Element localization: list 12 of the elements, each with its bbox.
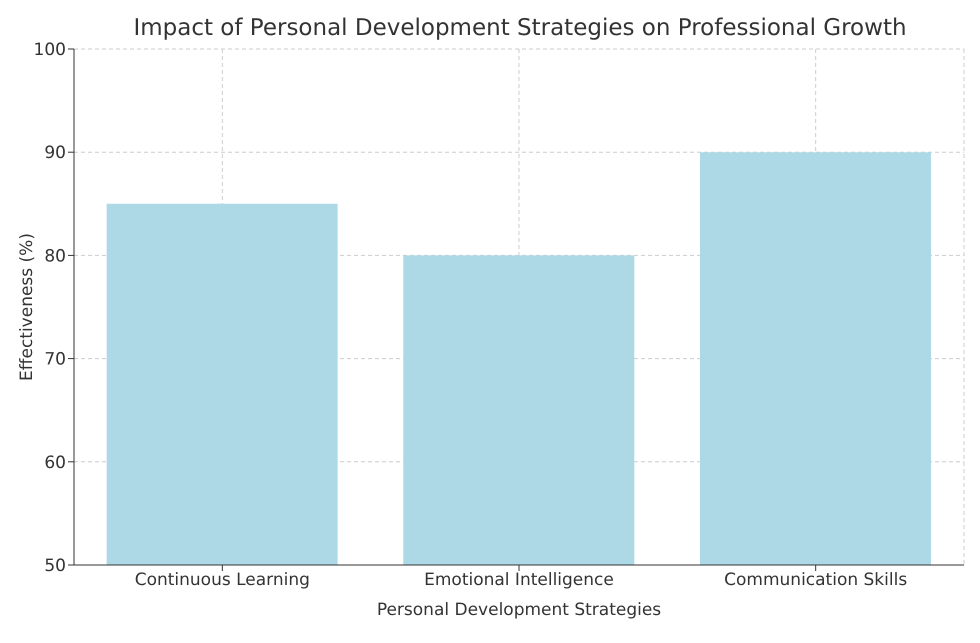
x-axis-title: Personal Development Strategies — [376, 600, 662, 620]
x-tick-label: Continuous Learning — [134, 570, 310, 590]
y-tick-label: 70 — [44, 350, 66, 370]
y-axis-title: Effectiveness (%) — [17, 233, 38, 381]
y-tick-label: 50 — [44, 556, 66, 576]
chart-title: Impact of Personal Development Strategies on Professional Growth — [132, 14, 908, 41]
x-tick-label: Emotional Intelligence — [424, 570, 614, 590]
y-tick-label: 60 — [44, 452, 66, 473]
y-tick-label: 100 — [34, 40, 66, 60]
x-tick-label: Communication Skills — [724, 570, 908, 590]
y-tick-label: 80 — [44, 246, 66, 266]
y-tick-label: 90 — [44, 143, 66, 164]
